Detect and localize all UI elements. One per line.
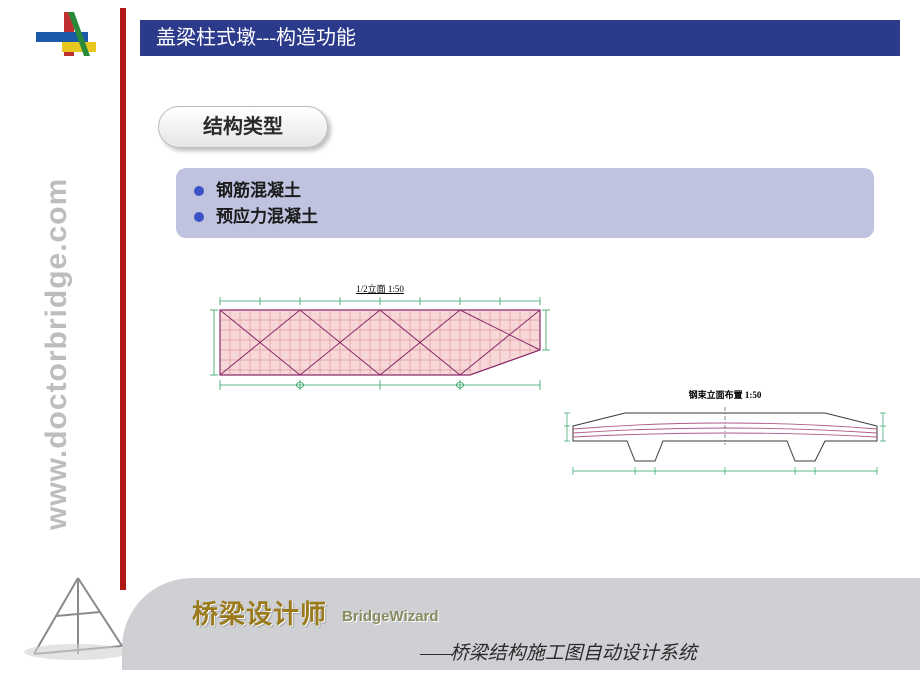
footer-subtitle: ——桥梁结构施工图自动设计系统 — [420, 638, 697, 665]
list-item: 钢筋混凝土 — [194, 178, 856, 204]
page-title: 盖梁柱式墩---构造功能 — [140, 20, 900, 56]
watermark-url: www.doctorbridge.com — [40, 178, 74, 530]
diagram1-title: 1/2立面 1:50 — [205, 282, 555, 295]
diagram2-title: 钢束立面布置 1:50 — [556, 388, 894, 401]
footer-subtitle-text: 桥梁结构施工图自动设计系统 — [450, 643, 697, 664]
brand-logo-icon — [28, 8, 108, 88]
footer-dash: —— — [420, 643, 450, 664]
diagram2-svg — [556, 401, 894, 479]
footer-title-cn: 桥梁设计师 — [192, 594, 327, 631]
section-heading: 结构类型 — [158, 106, 328, 148]
left-divider — [120, 8, 126, 590]
footer-title-en: BridgeWizard — [342, 608, 439, 625]
diagram-elevation: 1/2立面 1:50 — [205, 282, 555, 392]
footer-logo-icon — [18, 568, 138, 668]
diagram1-svg — [205, 295, 555, 395]
bullet-panel: 钢筋混凝土 预应力混凝土 — [176, 168, 874, 238]
list-item: 预应力混凝土 — [194, 204, 856, 230]
bullet-list: 钢筋混凝土 预应力混凝土 — [194, 178, 856, 230]
slide-root: www.doctorbridge.com 盖梁柱式墩---构造功能 结构类型 钢… — [0, 0, 920, 690]
diagram-tendon: 钢束立面布置 1:50 — [556, 388, 894, 478]
